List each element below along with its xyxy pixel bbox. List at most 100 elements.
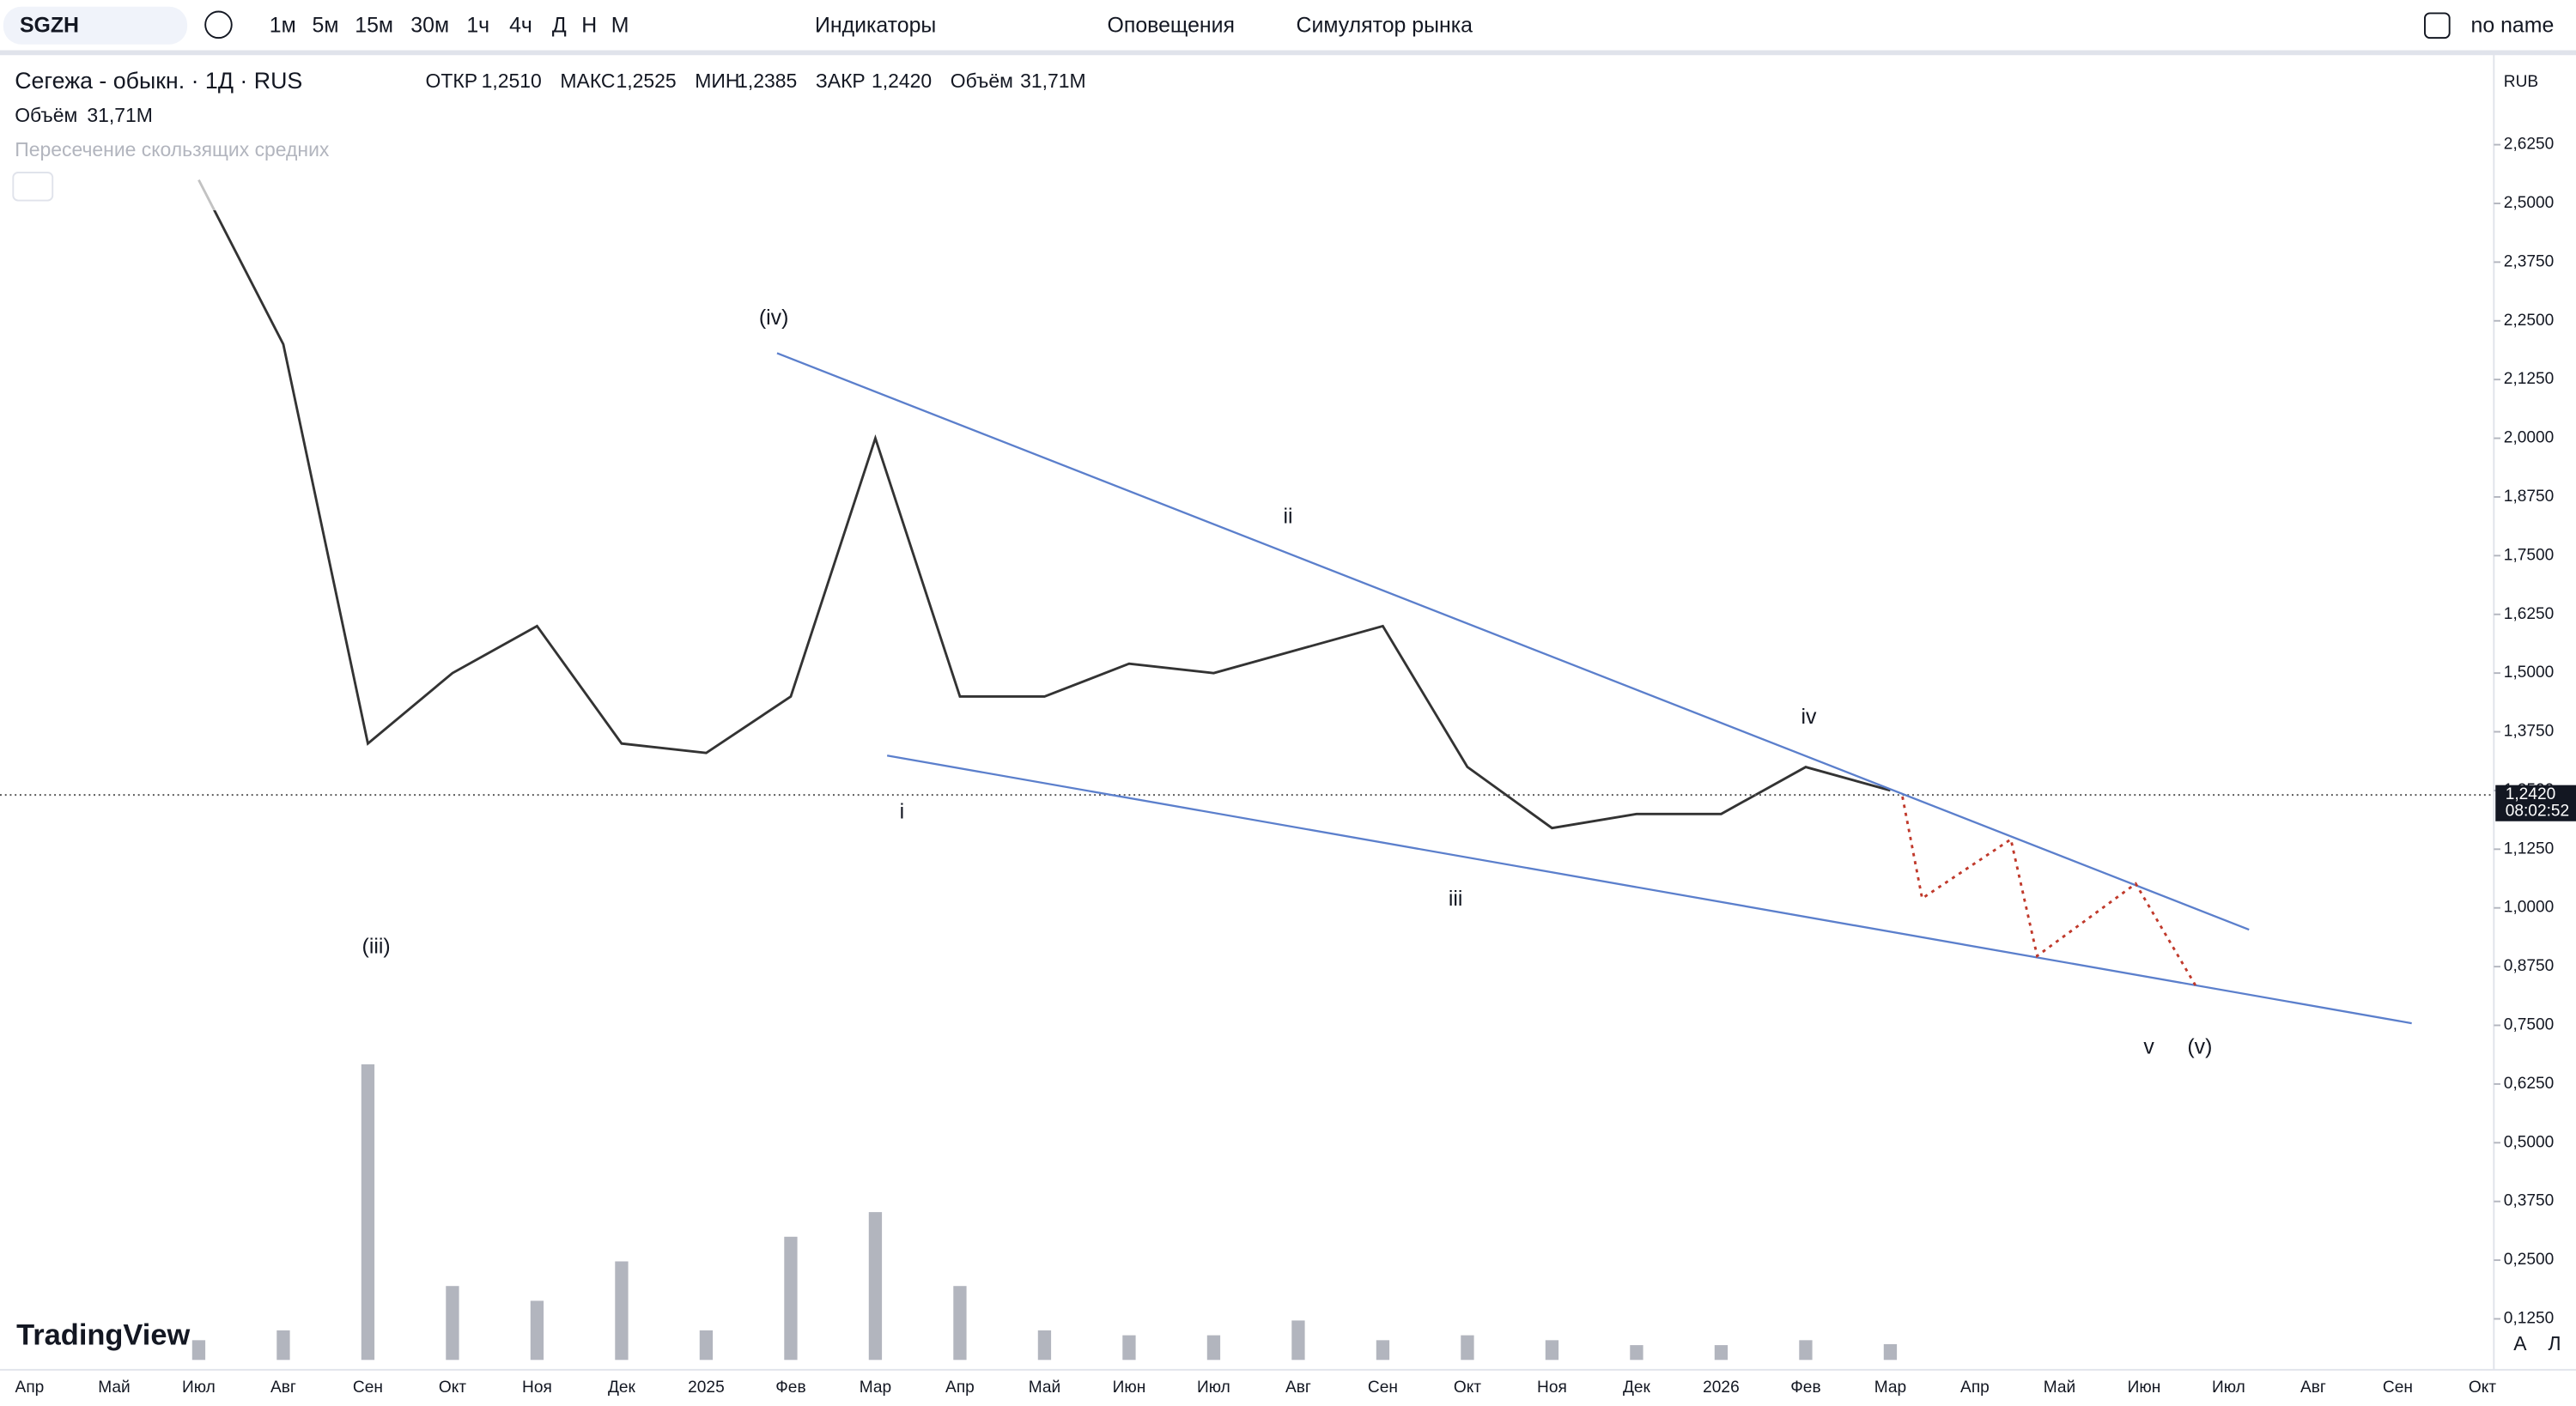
- interval[interactable]: 1ч: [466, 13, 489, 37]
- x-tick-label: Дек: [1623, 1379, 1651, 1397]
- price-badge: [2495, 785, 2576, 821]
- x-tick-label: Июн: [1113, 1379, 1146, 1397]
- interval[interactable]: 4ч: [509, 13, 532, 37]
- x-tick-label: Фев: [775, 1379, 805, 1397]
- interval[interactable]: 5м: [313, 13, 339, 37]
- x-tick-label: Авг: [270, 1379, 296, 1397]
- volume-bar: [361, 1064, 375, 1361]
- volume-value: 31,71M: [87, 104, 153, 126]
- volume-bar: [1206, 1335, 1221, 1361]
- field-value: 1,2420: [872, 70, 932, 92]
- add-symbol[interactable]: [204, 10, 233, 39]
- scale-button[interactable]: Л: [2548, 1332, 2561, 1354]
- x-tick-label: Май: [1029, 1379, 1060, 1397]
- x-tick-label: 2025: [688, 1379, 725, 1397]
- x-tick-label: Дек: [608, 1379, 636, 1397]
- interval[interactable]: 15м: [355, 13, 393, 37]
- wave-label: v: [2143, 1034, 2154, 1058]
- field-label: ОТКР: [426, 70, 478, 92]
- volume-bar: [1376, 1340, 1390, 1361]
- wave-label: (v): [2187, 1034, 2212, 1058]
- y-tick-label: 0,8750: [2504, 957, 2555, 975]
- intervals: 1м 5м 15м 30м 1ч 4ч Д Н М: [270, 13, 629, 37]
- field-label: МАКС: [560, 70, 615, 92]
- field-value: 1,2385: [737, 70, 797, 92]
- x-tick-label: Мар: [860, 1379, 891, 1397]
- scale-button[interactable]: A: [2513, 1332, 2527, 1354]
- last-price: 1,2420: [2506, 785, 2556, 803]
- y-tick-label: 1,0000: [2504, 899, 2555, 917]
- volume-bar: [446, 1286, 459, 1361]
- interval[interactable]: 30м: [410, 13, 449, 37]
- x-tick-label: Окт: [439, 1379, 466, 1397]
- y-tick-label: 1,1250: [2504, 839, 2555, 858]
- interval[interactable]: Д: [552, 13, 567, 37]
- volume-bar: [1545, 1340, 1559, 1361]
- logo: TradingView: [16, 1319, 190, 1352]
- y-tick-label: 0,1250: [2504, 1310, 2555, 1328]
- symbol-box[interactable]: [3, 6, 188, 45]
- y-tick-label: 1,6250: [2504, 605, 2555, 623]
- price-line: [197, 179, 1891, 830]
- y-tick-label: 2,1250: [2504, 370, 2555, 388]
- x-tick-label: Апр: [1960, 1379, 1990, 1397]
- y-tick-label: 0,7500: [2504, 1016, 2555, 1034]
- field-value: 1,2525: [616, 70, 676, 92]
- x-tick-label: Июл: [182, 1379, 216, 1397]
- field-label: Объём: [951, 70, 1013, 92]
- x-tick-label: Май: [98, 1379, 130, 1397]
- volume-bar: [276, 1330, 290, 1361]
- interval[interactable]: Н: [581, 13, 597, 37]
- trend-line: [886, 755, 2412, 1025]
- y-tick-label: 1,8750: [2504, 488, 2555, 506]
- y-tick-label: 0,6250: [2504, 1075, 2555, 1093]
- layout-checkbox[interactable]: [2424, 12, 2451, 39]
- replay[interactable]: Симулятор рынка: [1297, 13, 1473, 37]
- volume-bar: [1461, 1335, 1474, 1361]
- x-tick-label: Мар: [1874, 1379, 1906, 1397]
- plot: 0,1250 0,2500 0,3750 0,5000 0,6250 0,7500 0,87…: [15, 136, 2555, 1397]
- volume-bar: [784, 1236, 798, 1361]
- y-tick-label: 2,6250: [2504, 136, 2555, 154]
- y-tick-label: 2,0000: [2504, 429, 2555, 447]
- x-tick-label: 2026: [1703, 1379, 1740, 1397]
- volume-label: Объём: [15, 104, 77, 126]
- field-label: ЗАКР: [816, 70, 866, 92]
- x-tick-label: Авг: [1285, 1379, 1311, 1397]
- x-tick-label: Ноя: [1537, 1379, 1567, 1397]
- volume-bar: [615, 1261, 629, 1361]
- indicators[interactable]: Индикаторы: [815, 13, 936, 37]
- y-tick-label: 1,7500: [2504, 546, 2555, 564]
- volume-bar: [191, 1340, 206, 1361]
- symbol[interactable]: SGZH: [20, 13, 79, 37]
- currency[interactable]: RUB: [2504, 73, 2538, 91]
- legend-title: Сегежа - обыкн. · 1Д · RUS: [15, 68, 302, 94]
- volume-bar: [1037, 1330, 1052, 1361]
- x-tick-label: Ноя: [522, 1379, 552, 1397]
- layout-name[interactable]: no name: [2471, 13, 2555, 37]
- y-tick-label: 2,5000: [2504, 194, 2555, 212]
- alerts[interactable]: Оповещения: [1108, 13, 1235, 37]
- trend-line: [776, 352, 2250, 931]
- interval[interactable]: М: [611, 13, 629, 37]
- interval[interactable]: 1м: [270, 13, 296, 37]
- legend-bg: [0, 62, 1084, 211]
- field-label: МИН: [695, 70, 739, 92]
- volume-bar: [953, 1286, 967, 1361]
- volume-bar: [1883, 1343, 1898, 1361]
- x-tick-label: Апр: [945, 1379, 975, 1397]
- indicator[interactable]: Пересечение скользящих средних: [15, 138, 330, 161]
- volume-bar: [1714, 1345, 1728, 1361]
- x-tick-label: Окт: [1454, 1379, 1481, 1397]
- y-tick-label: 2,2500: [2504, 312, 2555, 330]
- wave-label: iv: [1801, 705, 1818, 729]
- y-tick-label: 1,3750: [2504, 723, 2555, 741]
- wave-label: (iii): [362, 935, 391, 959]
- collapse[interactable]: [12, 172, 54, 202]
- x-tick-label: Июл: [1197, 1379, 1230, 1397]
- x-tick-label: Авг: [2300, 1379, 2326, 1397]
